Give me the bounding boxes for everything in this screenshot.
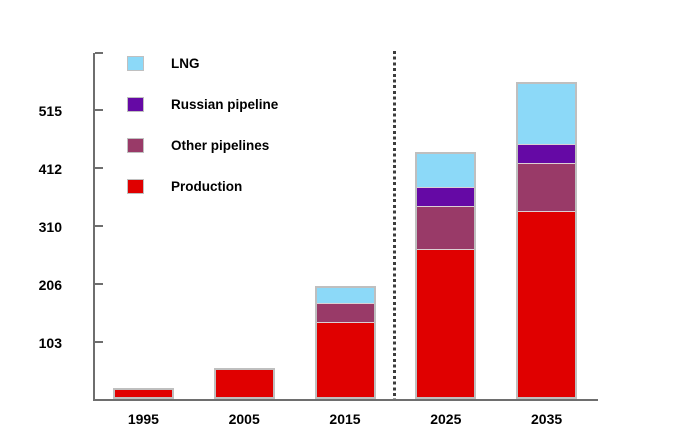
- bar-segment-production: [215, 370, 273, 398]
- x-tick-label: 2025: [430, 411, 462, 427]
- y-tick-label: 206: [38, 276, 62, 293]
- bar-segment-russian_pipeline: [518, 144, 576, 164]
- bar-segment-production: [518, 212, 576, 398]
- legend-swatch-other_pipelines: [127, 138, 144, 153]
- x-axis-line: [93, 398, 598, 401]
- y-tick-label: 412: [38, 161, 62, 178]
- y-tick-label: 103: [38, 334, 62, 351]
- legend-label: Russian pipeline: [171, 97, 279, 112]
- x-tick-label: 2035: [531, 411, 563, 427]
- legend-label: Production: [171, 179, 243, 194]
- legend-label: Other pipelines: [171, 138, 270, 153]
- y-tick: [95, 224, 103, 227]
- y-axis-line: [93, 52, 95, 400]
- x-tick-label: 2015: [329, 411, 361, 427]
- x-tick-label: 1995: [127, 411, 159, 427]
- legend-item-lng: LNG: [127, 56, 200, 71]
- bar-segment-other_pipelines: [316, 303, 374, 323]
- y-tick: [95, 167, 103, 170]
- y-tick: [95, 282, 103, 285]
- bar-2025: [415, 151, 477, 400]
- y-tick-label: 310: [38, 218, 62, 235]
- bar-segment-production: [316, 322, 374, 398]
- bar-segment-other_pipelines: [417, 206, 475, 250]
- legend-swatch-russian_pipeline: [127, 97, 144, 112]
- bar-segment-production: [417, 249, 475, 398]
- bar-segment-production: [114, 389, 172, 398]
- y-tick: [95, 109, 103, 112]
- bar-segment-lng: [316, 287, 374, 304]
- bar-segment-lng: [417, 153, 475, 189]
- bar-segment-lng: [518, 83, 576, 145]
- bar-segment-russian_pipeline: [417, 188, 475, 207]
- y-tick: [95, 340, 103, 343]
- legend-item-production: Production: [127, 179, 242, 194]
- bar-2005: [213, 368, 275, 400]
- y-tick-label: 515: [38, 103, 62, 120]
- legend-label: LNG: [171, 56, 200, 71]
- legend-item-other_pipelines: Other pipelines: [127, 138, 269, 153]
- bar-2035: [516, 81, 578, 400]
- bar-1995: [112, 387, 174, 400]
- legend-swatch-lng: [127, 56, 144, 71]
- x-tick-label: 2005: [228, 411, 260, 427]
- legend-swatch-production: [127, 179, 144, 194]
- bar-segment-other_pipelines: [518, 163, 576, 213]
- bar-2015: [314, 285, 376, 400]
- y-tick: [95, 51, 103, 54]
- forecast-divider-line: [393, 50, 397, 400]
- legend-item-russian_pipeline: Russian pipeline: [127, 97, 278, 112]
